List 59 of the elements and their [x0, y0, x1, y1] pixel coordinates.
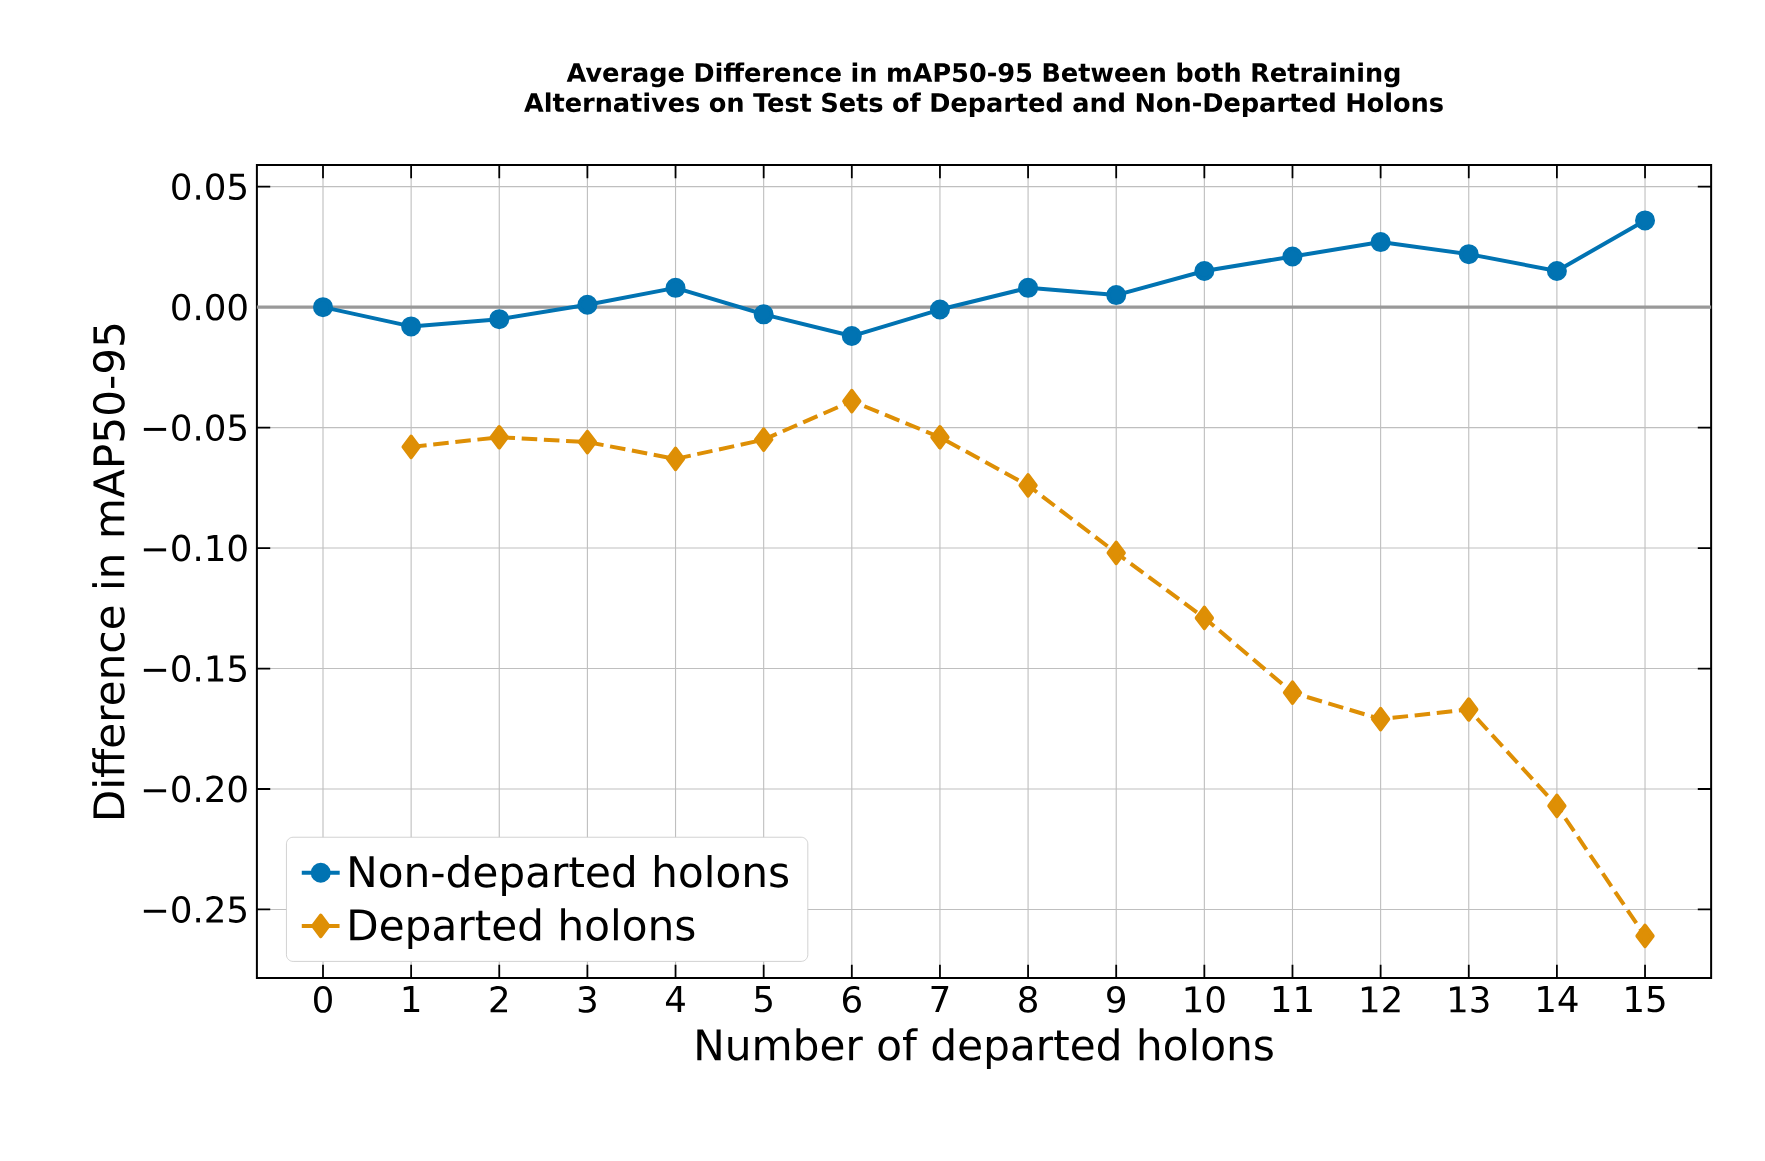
y-tick-label: 0.00	[172, 293, 247, 321]
point	[1106, 540, 1126, 566]
point	[1194, 605, 1215, 631]
chart-title: Average Difference in mAP50-95 Between both Retraining Alternatives on Test Sets of Departed and Non-Departed Holons	[524, 62, 1443, 118]
x-tick-label: 14	[1538, 985, 1578, 1012]
point	[401, 434, 421, 460]
y-tick-label: −0.15	[143, 655, 246, 682]
x-tick-label: 8	[1019, 985, 1037, 1013]
x-tick-label: 9	[1107, 985, 1126, 1013]
point	[929, 299, 950, 320]
x-tick-label: 5	[755, 985, 772, 1013]
x-tick-label: 11	[1273, 985, 1312, 1012]
x-tick-label: 1	[403, 985, 420, 1012]
x-tick-label: 2	[490, 985, 508, 1013]
x-axis-title: Number of departed holons	[697, 1028, 1273, 1069]
point	[577, 294, 598, 315]
x-tick-label: 0	[314, 985, 332, 1013]
point	[1547, 793, 1567, 819]
y-tick-label: −0.25	[143, 896, 246, 923]
x-tick-label: 10	[1185, 985, 1225, 1013]
point	[754, 427, 774, 452]
point	[1018, 277, 1039, 298]
x-tick-label: 4	[665, 985, 685, 1012]
legend-label: Departed holons	[350, 908, 695, 950]
x-tick-label: 3	[578, 985, 596, 1013]
y-tick-label: −0.05	[143, 414, 246, 442]
point	[489, 309, 510, 330]
point	[1458, 244, 1479, 265]
y-tick-label: −0.10	[143, 534, 247, 562]
y-tick-label: −0.20	[143, 775, 247, 803]
point	[1370, 706, 1391, 732]
point	[753, 304, 774, 325]
x-tick-label: 15	[1626, 985, 1665, 1013]
point	[489, 425, 509, 450]
point	[401, 316, 422, 337]
y-axis-title: Difference in mAP50-95	[92, 324, 125, 818]
point	[665, 446, 686, 472]
point	[577, 429, 598, 455]
point	[1459, 697, 1479, 722]
point	[1194, 261, 1215, 281]
point	[1018, 473, 1038, 498]
point	[842, 388, 862, 414]
y-tick-label: 0.05	[172, 173, 246, 201]
point	[1282, 246, 1303, 267]
point	[1546, 261, 1567, 281]
legend-label: Non-departed holons	[350, 855, 789, 896]
x-tick-label: 13	[1450, 985, 1489, 1013]
point	[1370, 232, 1391, 253]
point	[312, 297, 333, 318]
point	[1106, 285, 1127, 306]
point	[930, 425, 950, 450]
point	[665, 277, 686, 298]
point	[841, 326, 862, 347]
point	[1282, 680, 1303, 705]
x-tick-label: 12	[1361, 985, 1400, 1013]
x-tick-label: 7	[931, 985, 949, 1012]
x-tick-label: 6	[842, 985, 861, 1013]
point	[1635, 210, 1656, 231]
point	[1635, 923, 1655, 949]
